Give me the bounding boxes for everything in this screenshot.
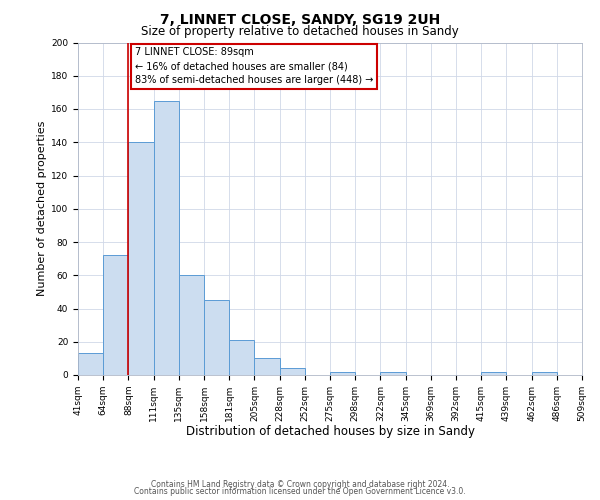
Text: 7 LINNET CLOSE: 89sqm
← 16% of detached houses are smaller (84)
83% of semi-deta: 7 LINNET CLOSE: 89sqm ← 16% of detached … [134,48,373,86]
Bar [78,354,103,375]
Bar [103,256,128,375]
Text: 7, LINNET CLOSE, SANDY, SG19 2UH: 7, LINNET CLOSE, SANDY, SG19 2UH [160,12,440,26]
Bar [254,358,280,375]
Bar [330,372,355,375]
Bar [229,340,254,375]
Y-axis label: Number of detached properties: Number of detached properties [37,121,47,296]
Bar [380,372,406,375]
Text: Contains public sector information licensed under the Open Government Licence v3: Contains public sector information licen… [134,487,466,496]
Bar [128,142,154,375]
Text: Contains HM Land Registry data © Crown copyright and database right 2024.: Contains HM Land Registry data © Crown c… [151,480,449,489]
Bar [532,372,557,375]
Bar [154,100,179,375]
Bar [481,372,506,375]
X-axis label: Distribution of detached houses by size in Sandy: Distribution of detached houses by size … [185,426,475,438]
Bar [204,300,229,375]
Text: Size of property relative to detached houses in Sandy: Size of property relative to detached ho… [141,25,459,38]
Bar [280,368,305,375]
Bar [179,275,204,375]
